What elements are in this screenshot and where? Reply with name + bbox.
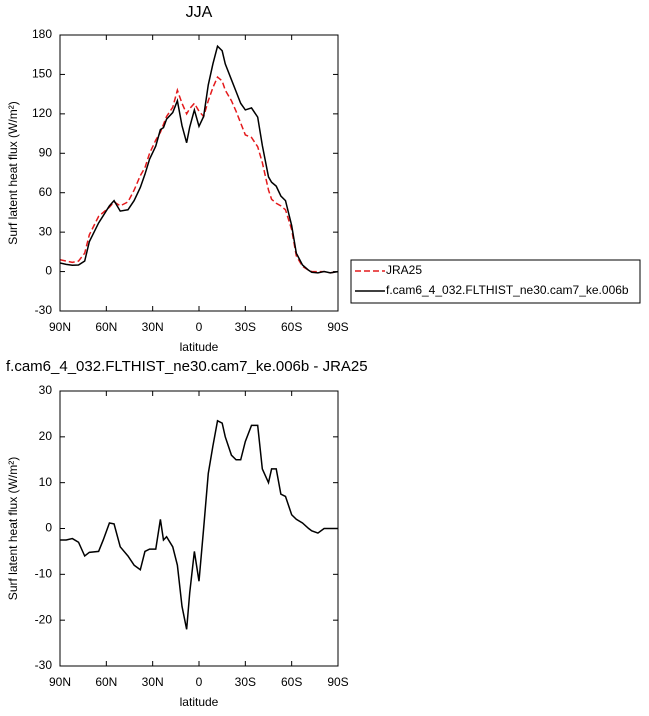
plot-frame (59, 34, 339, 312)
y-tick-label: 120 (32, 106, 52, 120)
y-tick-label: 0 (45, 521, 52, 535)
x-tick-label: 90N (49, 675, 71, 689)
chart-title: f.cam6_4_032.FLTHIST_ne30.cam7_ke.006b -… (6, 358, 368, 375)
y-tick-label: 20 (39, 429, 53, 443)
x-axis-label: latitude (180, 695, 219, 709)
chart-title: JJA (186, 4, 213, 21)
x-tick-label: 30S (235, 675, 256, 689)
x-tick-label: 90S (327, 675, 348, 689)
y-tick-label: 30 (39, 383, 53, 397)
y-tick-label: 10 (39, 475, 53, 489)
x-tick-label: 60S (281, 320, 302, 334)
y-tick-label: 0 (45, 264, 52, 278)
x-tick-label: 0 (196, 320, 203, 334)
legend-label: f.cam6_4_032.FLTHIST_ne30.cam7_ke.006b (386, 283, 629, 297)
y-tick-label: -30 (35, 303, 53, 317)
x-tick-label: 30S (235, 320, 256, 334)
data-line (60, 44, 338, 274)
data-line (60, 419, 338, 630)
x-tick-label: 90S (327, 320, 348, 334)
x-tick-label: 60S (281, 675, 302, 689)
plot-frame (59, 390, 339, 667)
y-axis-label: Surf latent heat flux (W/m²) (6, 457, 20, 600)
y-tick-label: 60 (39, 185, 53, 199)
x-tick-label: 30N (142, 320, 164, 334)
x-tick-label: 60N (95, 320, 117, 334)
y-tick-label: 30 (39, 224, 53, 238)
x-tick-label: 30N (142, 675, 164, 689)
y-tick-label: -20 (35, 612, 53, 626)
y-tick-label: 180 (32, 27, 52, 41)
data-line (60, 75, 338, 274)
y-tick-label: -10 (35, 567, 53, 581)
y-tick-label: 90 (39, 145, 53, 159)
y-tick-label: 150 (32, 67, 52, 81)
legend-label: JRA25 (386, 263, 422, 277)
x-tick-label: 0 (196, 675, 203, 689)
y-tick-label: -30 (35, 658, 53, 672)
x-tick-label: 90N (49, 320, 71, 334)
x-axis-label: latitude (180, 340, 219, 354)
y-axis-label: Surf latent heat flux (W/m²) (6, 101, 20, 244)
x-tick-label: 60N (95, 675, 117, 689)
legend-box (350, 259, 641, 304)
